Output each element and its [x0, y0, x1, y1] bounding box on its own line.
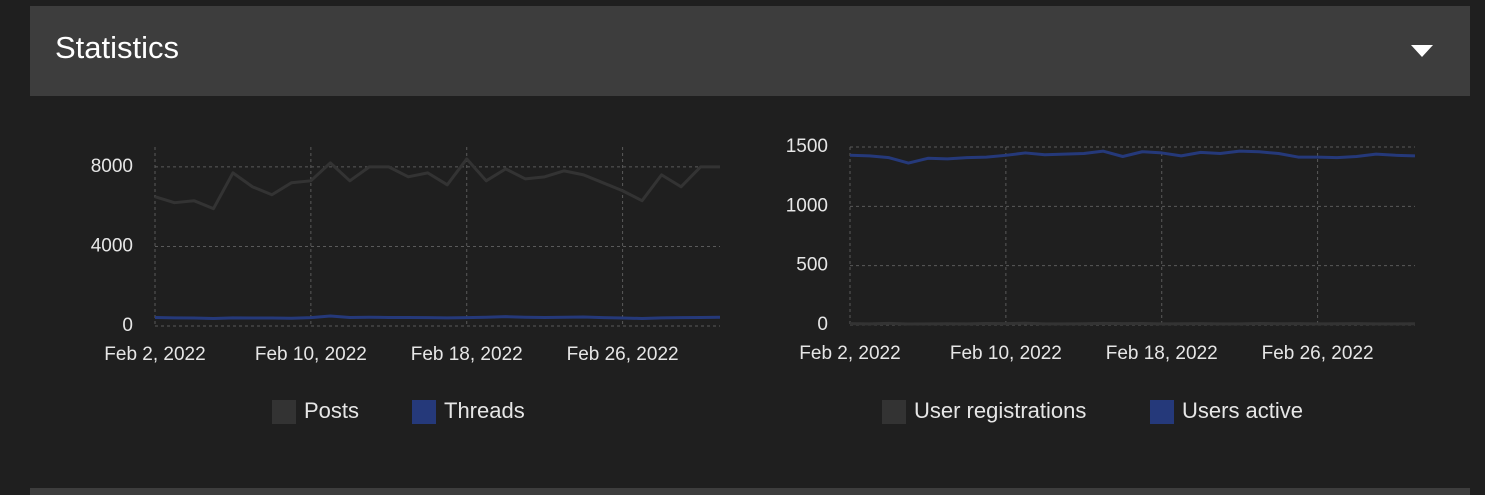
legend-swatch	[1150, 400, 1174, 424]
y-tick-label: 4000	[91, 235, 133, 256]
series-line	[849, 321, 1416, 326]
series-line	[849, 149, 1416, 165]
legend-swatch	[882, 400, 906, 424]
legend-swatch	[412, 400, 436, 424]
x-tick-label: Feb 26, 2022	[567, 344, 679, 365]
series-line	[154, 157, 720, 211]
x-tick-label: Feb 2, 2022	[799, 343, 900, 364]
x-tick-label: Feb 18, 2022	[1106, 343, 1218, 364]
header-bar	[30, 6, 1470, 96]
next-panel	[30, 488, 1470, 495]
y-tick-label: 8000	[91, 156, 133, 177]
series-line	[154, 314, 721, 320]
y-tick-label: 0	[817, 314, 828, 335]
legend-swatch	[272, 400, 296, 424]
legend-label: User registrations	[914, 398, 1086, 423]
x-tick-label: Feb 10, 2022	[950, 343, 1062, 364]
y-tick-label: 1500	[786, 136, 828, 157]
x-tick-label: Feb 18, 2022	[411, 344, 523, 365]
x-tick-label: Feb 2, 2022	[104, 344, 205, 365]
y-tick-label: 0	[122, 315, 133, 336]
y-tick-label: 500	[796, 255, 828, 276]
legend-label: Threads	[444, 398, 525, 423]
header-title: Statistics	[55, 30, 179, 65]
x-tick-label: Feb 10, 2022	[255, 344, 367, 365]
legend-label: Posts	[304, 398, 359, 423]
collapse-toggle[interactable]	[1411, 45, 1433, 57]
y-tick-label: 1000	[786, 195, 828, 216]
legend-label: Users active	[1182, 398, 1303, 423]
x-tick-label: Feb 26, 2022	[1262, 343, 1374, 364]
